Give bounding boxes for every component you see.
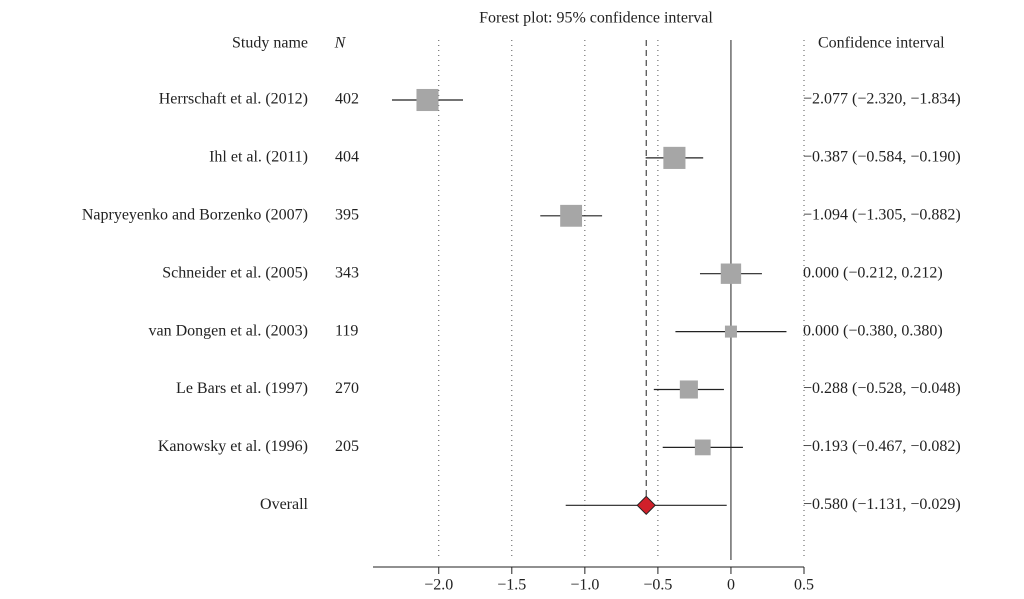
x-tick-label: −2.0: [424, 577, 453, 594]
effect-square: [694, 439, 711, 456]
study-name: Kanowsky et al. (1996): [158, 438, 308, 455]
study-n: 119: [335, 322, 358, 339]
overall-diamond: [636, 495, 656, 516]
effect-square: [416, 88, 439, 112]
ci-header: Confidence interval: [818, 35, 945, 52]
study-n: 205: [335, 438, 359, 455]
x-tick-label: 0.5: [794, 577, 814, 594]
effect-square: [663, 146, 686, 169]
study-name: Napryeyenko and Borzenko (2007): [82, 206, 308, 223]
x-tick-label: −1.0: [570, 577, 599, 594]
ci-label: −1.094 (−1.305, −0.882): [803, 206, 961, 223]
chart-title: Forest plot: 95% confidence interval: [479, 10, 713, 27]
n-header: N: [334, 35, 347, 52]
study-name: Le Bars et al. (1997): [176, 380, 308, 397]
ci-label: 0.000 (−0.380, 0.380): [803, 322, 943, 339]
ci-label: −0.288 (−0.528, −0.048): [803, 380, 961, 397]
study-n: 402: [335, 91, 359, 108]
effect-square: [724, 325, 737, 338]
overall-ci-label: −0.580 (−1.131, −0.029): [803, 496, 961, 513]
study-name: van Dongen et al. (2003): [148, 322, 308, 339]
ci-label: −2.077 (−2.320, −1.834): [803, 91, 961, 108]
study-name: Ihl et al. (2011): [209, 149, 308, 166]
ci-label: 0.000 (−0.212, 0.212): [803, 264, 943, 281]
effect-square: [720, 263, 742, 284]
effect-square: [679, 380, 698, 399]
x-tick-label: −1.5: [497, 577, 526, 594]
study-name: Herrschaft et al. (2012): [159, 91, 308, 108]
study-n: 395: [335, 206, 359, 223]
effect-square: [560, 204, 583, 227]
study-n: 343: [335, 264, 359, 281]
study-n: 270: [335, 380, 359, 397]
study-n: 404: [335, 149, 359, 166]
study-header: Study name: [232, 35, 308, 52]
ci-label: −0.387 (−0.584, −0.190): [803, 149, 961, 166]
x-tick-label: 0: [727, 577, 735, 594]
overall-label: Overall: [260, 496, 309, 513]
x-tick-label: −0.5: [643, 577, 672, 594]
ci-label: −0.193 (−0.467, −0.082): [803, 438, 961, 455]
study-name: Schneider et al. (2005): [162, 264, 308, 281]
